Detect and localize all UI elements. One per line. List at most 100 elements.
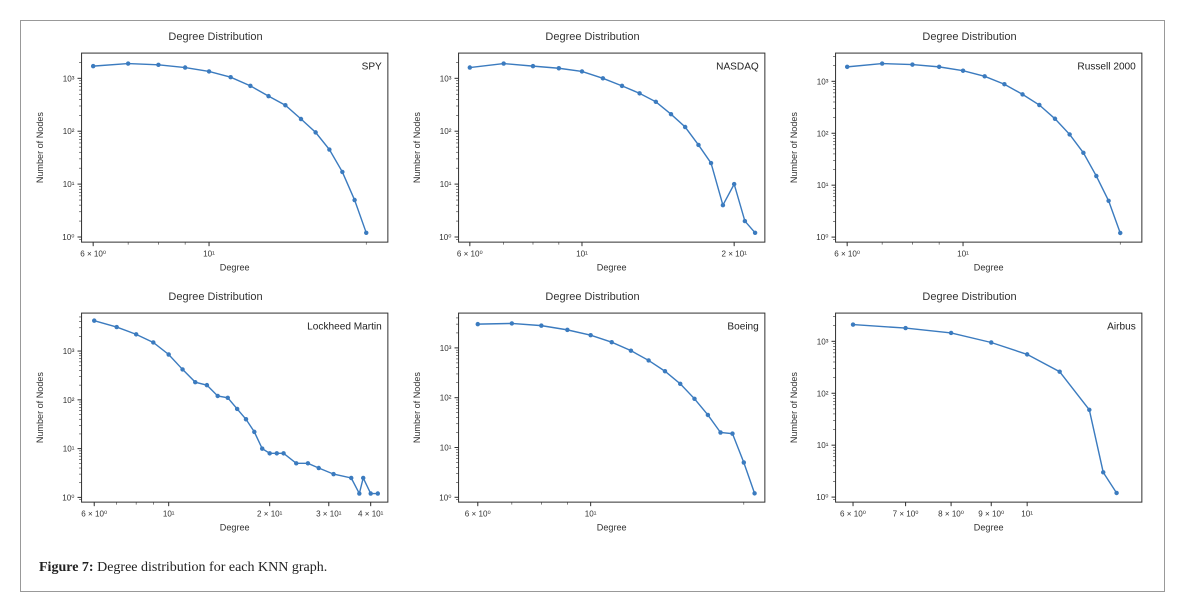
- data-marker: [663, 369, 667, 373]
- data-marker: [982, 74, 986, 78]
- series-label: Russell 2000: [1077, 61, 1136, 72]
- data-marker: [228, 75, 232, 79]
- svg-text:2 × 10¹: 2 × 10¹: [257, 509, 283, 518]
- data-marker: [266, 94, 270, 98]
- data-marker: [306, 461, 310, 465]
- data-marker: [1025, 352, 1029, 356]
- data-marker: [910, 62, 914, 66]
- data-marker: [91, 64, 95, 68]
- data-marker: [252, 429, 256, 433]
- data-marker: [732, 182, 736, 186]
- data-marker: [753, 231, 757, 235]
- svg-text:6 × 10⁰: 6 × 10⁰: [840, 509, 866, 518]
- data-marker: [352, 198, 356, 202]
- data-marker: [692, 396, 696, 400]
- chart-0: Degree Distribution6 × 10⁰10¹10⁰10¹10²10…: [31, 31, 400, 283]
- data-marker: [361, 475, 365, 479]
- data-marker: [580, 69, 584, 73]
- data-marker: [1114, 490, 1118, 494]
- data-marker: [316, 465, 320, 469]
- svg-text:Number of Nodes: Number of Nodes: [35, 112, 45, 184]
- data-marker: [565, 327, 569, 331]
- svg-text:10²: 10²: [440, 127, 452, 136]
- data-marker: [669, 112, 673, 116]
- data-marker: [1087, 407, 1091, 411]
- data-marker: [501, 61, 505, 65]
- svg-text:Degree: Degree: [974, 262, 1004, 272]
- svg-text:10¹: 10¹: [585, 509, 597, 518]
- data-marker: [349, 475, 353, 479]
- data-marker: [327, 147, 331, 151]
- data-marker: [368, 491, 372, 495]
- data-marker: [743, 219, 747, 223]
- charts-grid: Degree Distribution 6 × 10⁰ 10¹ 10⁰ 10¹ 10² 10…: [31, 31, 1154, 542]
- data-marker: [331, 471, 335, 475]
- data-marker: [620, 84, 624, 88]
- data-marker: [845, 65, 849, 69]
- svg-text:10²: 10²: [817, 129, 829, 138]
- data-marker: [183, 65, 187, 69]
- chart-title: Degree Distribution: [408, 291, 777, 303]
- data-marker: [742, 460, 746, 464]
- data-marker: [205, 382, 209, 386]
- series-label: Lockheed Martin: [307, 321, 382, 332]
- data-marker: [260, 446, 264, 450]
- data-marker: [510, 321, 514, 325]
- svg-text:3 × 10¹: 3 × 10¹: [316, 509, 342, 518]
- data-marker: [468, 65, 472, 69]
- data-marker: [629, 348, 633, 352]
- data-marker: [903, 325, 907, 329]
- data-marker: [134, 332, 138, 336]
- svg-text:Number of Nodes: Number of Nodes: [789, 112, 799, 184]
- svg-text:10³: 10³: [63, 347, 75, 356]
- data-marker: [696, 143, 700, 147]
- series-label: Boeing: [727, 321, 758, 332]
- caption-label: Figure 7:: [39, 560, 94, 575]
- data-marker: [1053, 117, 1057, 121]
- svg-text:10³: 10³: [817, 77, 829, 86]
- svg-text:10²: 10²: [440, 393, 452, 402]
- svg-text:10³: 10³: [817, 337, 829, 346]
- data-marker: [340, 170, 344, 174]
- chart-4: Degree Distribution6 × 10⁰10¹10⁰10¹10²10…: [408, 291, 777, 543]
- data-marker: [709, 161, 713, 165]
- data-marker: [1118, 231, 1122, 235]
- figure-caption: Figure 7: Degree distribution for each K…: [31, 560, 1154, 576]
- data-marker: [637, 91, 641, 95]
- chart-svg: 6 × 10⁰10¹10⁰10¹10²10³DegreeNumber of No…: [785, 45, 1154, 283]
- data-marker: [92, 318, 96, 322]
- data-marker: [156, 63, 160, 67]
- svg-text:10³: 10³: [440, 74, 452, 83]
- svg-text:6 × 10⁰: 6 × 10⁰: [834, 249, 860, 258]
- data-marker: [126, 61, 130, 65]
- chart-2: Degree Distribution6 × 10⁰10¹10⁰10¹10²10…: [785, 31, 1154, 283]
- chart-svg: 6 × 10⁰10¹10⁰10¹10²10³DegreeNumber of No…: [408, 305, 777, 543]
- svg-text:Number of Nodes: Number of Nodes: [35, 371, 45, 443]
- series-label: SPY: [362, 61, 382, 72]
- data-marker: [151, 340, 155, 344]
- data-marker: [609, 340, 613, 344]
- svg-text:10¹: 10¹: [817, 441, 829, 450]
- data-marker: [1101, 470, 1105, 474]
- svg-text:10²: 10²: [817, 389, 829, 398]
- chart-3: Degree Distribution6 × 10⁰10¹2 × 10¹3 × …: [31, 291, 400, 543]
- svg-text:10¹: 10¹: [203, 249, 215, 258]
- data-marker: [299, 117, 303, 121]
- svg-text:2 × 10¹: 2 × 10¹: [721, 249, 747, 258]
- svg-text:10⁰: 10⁰: [62, 493, 74, 502]
- data-marker: [226, 395, 230, 399]
- data-marker: [721, 203, 725, 207]
- chart-title: Degree Distribution: [785, 31, 1154, 43]
- svg-text:Number of Nodes: Number of Nodes: [789, 371, 799, 443]
- data-marker: [989, 340, 993, 344]
- data-marker: [1037, 103, 1041, 107]
- svg-text:10⁰: 10⁰: [816, 493, 828, 502]
- chart-svg: 6 × 10⁰10¹2 × 10¹3 × 10¹4 × 10¹10⁰10¹10²…: [31, 305, 400, 543]
- svg-text:9 × 10⁰: 9 × 10⁰: [978, 509, 1004, 518]
- data-marker: [180, 367, 184, 371]
- data-marker: [357, 491, 361, 495]
- svg-text:10³: 10³: [63, 74, 75, 83]
- svg-text:6 × 10⁰: 6 × 10⁰: [80, 249, 106, 258]
- svg-text:10²: 10²: [63, 395, 75, 404]
- chart-svg: 6 × 10⁰7 × 10⁰8 × 10⁰9 × 10⁰10¹10⁰10¹10²…: [785, 305, 1154, 543]
